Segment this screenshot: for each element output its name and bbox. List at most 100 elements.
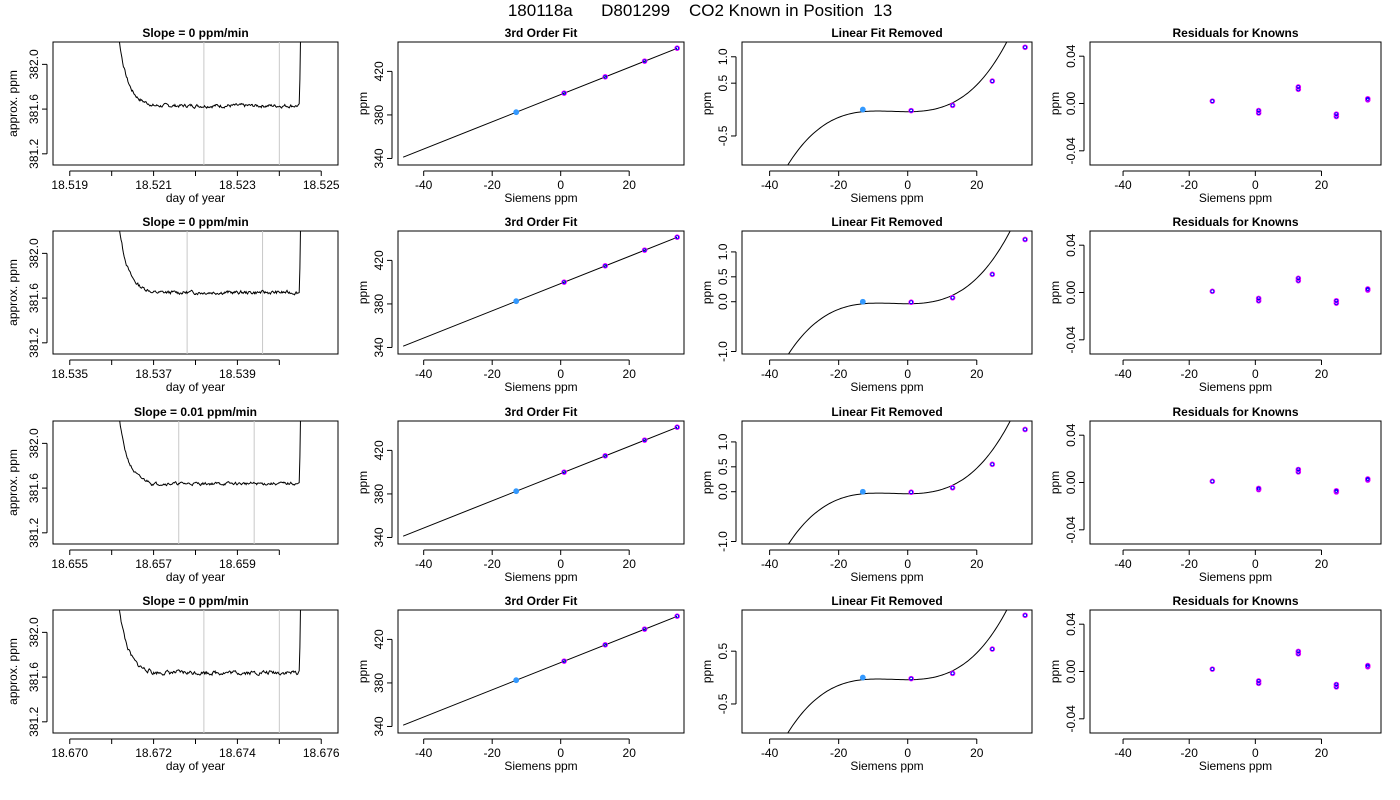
data-point <box>1255 295 1262 302</box>
plot-frame <box>741 41 1033 166</box>
trace-line <box>118 42 301 109</box>
chart-title: 3rd Order Fit <box>505 405 578 419</box>
data-point-inner <box>1296 278 1301 283</box>
chart-title: Residuals for Knowns <box>1172 405 1298 419</box>
x-tick-label: 20 <box>1315 178 1329 192</box>
data-point-inner <box>1210 667 1215 672</box>
trace-line <box>119 231 301 296</box>
x-tick-label: -40 <box>415 746 433 760</box>
chart-r2c4: Residuals for Knowns -40 -20 0 20 Siemens ppm… <box>1048 215 1382 394</box>
y-axis-label: ppm <box>356 660 370 683</box>
data-point <box>1295 275 1302 282</box>
data-point-inner <box>642 627 647 632</box>
chart-title: Slope = 0 ppm/min <box>142 26 248 40</box>
y-tick-label: 382.0 <box>27 238 41 268</box>
data-point <box>1333 300 1340 306</box>
reference-point <box>859 674 866 681</box>
data-point-inner <box>642 438 647 443</box>
chart-r4c3: Linear Fit Removed -40 -20 0 20 Siemens ppm -0… <box>700 594 1033 773</box>
data-point <box>1209 98 1216 104</box>
y-axis-label: ppm <box>356 281 370 304</box>
data-point-inner <box>562 280 567 285</box>
y-tick-label: -0.04 <box>1064 137 1078 165</box>
data-point <box>1333 111 1340 117</box>
y-axis-label: ppm <box>356 471 370 494</box>
plot-frame <box>52 420 339 545</box>
data-point-inner <box>1365 96 1370 101</box>
data-point-inner <box>562 91 567 96</box>
data-point-inner <box>1296 276 1301 281</box>
fit-line <box>402 426 678 537</box>
x-tick-label: 18.672 <box>135 746 172 760</box>
x-tick-label: 18.659 <box>219 557 256 571</box>
data-point-inner <box>1210 99 1215 104</box>
chart-r4c1: Slope = 0 ppm/min 18.670 18.672 18.674 18.67… <box>6 594 340 773</box>
data-point <box>949 484 956 491</box>
data-point-inner <box>1334 488 1339 493</box>
data-point <box>641 626 648 632</box>
x-tick-label: 0 <box>557 178 564 192</box>
y-tick-label: 381.2 <box>27 138 41 168</box>
x-axis-label: Siemens ppm <box>850 380 923 394</box>
plot-frame <box>397 230 685 355</box>
data-point <box>1295 648 1302 655</box>
data-point <box>1255 678 1262 684</box>
data-point <box>561 90 567 96</box>
x-tick-label: 18.655 <box>51 557 88 571</box>
data-point <box>1364 286 1371 292</box>
data-point <box>1333 487 1340 494</box>
data-point <box>1022 44 1028 51</box>
data-point-inner <box>642 248 647 253</box>
x-tick-label: 20 <box>623 178 637 192</box>
plot-frame <box>52 609 339 734</box>
y-tick-label: 420 <box>372 250 386 270</box>
x-tick-label: 0 <box>1252 178 1259 192</box>
data-point <box>561 279 567 285</box>
data-point-inner <box>1023 427 1028 432</box>
data-point <box>1364 95 1371 102</box>
chart-title: Linear Fit Removed <box>831 405 942 419</box>
x-tick-label: -40 <box>415 178 433 192</box>
data-point-inner <box>1210 479 1215 484</box>
data-point-inner <box>603 642 608 647</box>
data-point <box>1295 650 1302 657</box>
data-point-inner <box>1334 114 1339 119</box>
data-point <box>989 461 996 468</box>
data-point <box>641 437 648 443</box>
plot-area <box>119 231 301 354</box>
x-tick-label: 18.525 <box>303 178 340 192</box>
reference-point <box>859 106 866 113</box>
y-tick-label: 0.00 <box>1064 91 1078 115</box>
y-tick-label: -0.04 <box>1064 705 1078 733</box>
y-tick-label: -0.04 <box>1064 326 1078 354</box>
chart-title: Slope = 0 ppm/min <box>142 594 248 608</box>
y-axis-label: ppm <box>1048 471 1062 494</box>
data-point <box>1333 684 1340 690</box>
x-axis-label: day of year <box>166 759 225 773</box>
x-tick-label: 0 <box>1252 367 1259 381</box>
data-point-inner <box>950 103 955 108</box>
y-tick-label: 0.00 <box>1064 280 1078 304</box>
chart-r3c2: 3rd Order Fit -40 -20 0 20 Siemens ppm 340 380 4… <box>356 405 685 584</box>
data-point <box>602 263 609 269</box>
y-tick-label: 381.2 <box>27 517 41 547</box>
data-point <box>1295 469 1302 475</box>
data-point <box>1364 662 1371 669</box>
x-tick-label: 18.535 <box>51 367 88 381</box>
x-tick-label: 18.523 <box>219 178 256 192</box>
chart-r1c1: Slope = 0 ppm/min 18.519 18.521 18.523 18.52… <box>6 26 340 205</box>
chart-title: Slope = 0 ppm/min <box>142 215 248 229</box>
data-point-inner <box>1334 682 1339 687</box>
chart-title: Linear Fit Removed <box>831 594 942 608</box>
fit-curve <box>787 42 1008 165</box>
y-tick-label: 381.6 <box>27 473 41 503</box>
data-point-inner <box>950 671 955 676</box>
fit-line <box>402 615 678 726</box>
y-tick-label: 340 <box>372 148 386 168</box>
y-tick-label: 420 <box>372 629 386 649</box>
fit-curve <box>787 231 1011 354</box>
y-tick-label: 380 <box>372 673 386 693</box>
chart-r1c2: 3rd Order Fit -40 -20 0 20 Siemens ppm 340 380 4… <box>356 26 685 205</box>
data-point <box>1255 297 1262 304</box>
y-tick-label: 0.00 <box>1064 659 1078 683</box>
